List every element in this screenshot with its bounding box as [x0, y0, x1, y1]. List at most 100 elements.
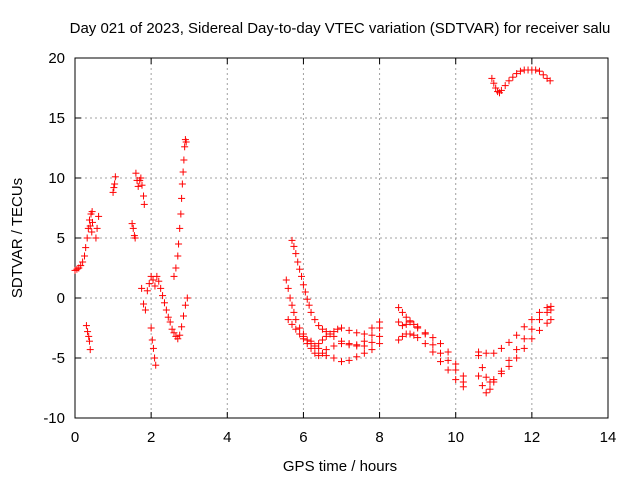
data-point — [520, 323, 528, 331]
data-point — [509, 73, 517, 81]
x-tick-label: 14 — [600, 429, 617, 446]
data-point — [410, 320, 418, 328]
data-point — [338, 324, 345, 332]
data-point — [79, 258, 87, 266]
data-points — [71, 66, 555, 397]
data-point — [292, 250, 300, 258]
data-point — [330, 354, 338, 362]
data-point — [322, 328, 330, 336]
data-point — [475, 372, 483, 380]
data-point — [153, 272, 161, 280]
data-point — [88, 228, 96, 236]
data-point — [444, 356, 452, 364]
data-point — [368, 331, 376, 339]
data-point — [294, 258, 302, 266]
data-point — [151, 354, 159, 362]
data-point — [547, 316, 555, 324]
data-point — [176, 224, 184, 232]
data-point — [360, 349, 368, 357]
data-point — [296, 265, 304, 273]
data-point — [539, 71, 547, 79]
data-point — [89, 218, 97, 226]
data-point — [353, 329, 361, 337]
x-tick-label: 12 — [524, 429, 541, 446]
data-point — [299, 281, 307, 289]
y-tick-label: -5 — [52, 350, 65, 367]
data-point — [282, 276, 290, 284]
data-point — [109, 188, 117, 196]
data-point — [535, 308, 543, 316]
data-point — [174, 252, 182, 260]
data-point — [149, 276, 157, 284]
data-point — [322, 352, 330, 360]
data-point — [546, 77, 554, 85]
data-point — [73, 265, 81, 273]
data-point — [82, 244, 90, 252]
data-point — [140, 300, 148, 308]
data-point — [513, 70, 521, 78]
data-point — [421, 340, 429, 348]
data-point — [318, 325, 326, 333]
data-point — [368, 346, 376, 354]
data-point — [159, 292, 167, 300]
data-point — [532, 66, 540, 74]
grid-lines — [75, 58, 608, 418]
data-point — [497, 367, 505, 375]
data-point — [497, 86, 505, 94]
data-point — [137, 174, 145, 182]
data-point — [488, 74, 496, 82]
data-point — [290, 308, 298, 316]
data-point — [305, 301, 313, 309]
data-point — [180, 312, 188, 320]
data-point — [88, 208, 96, 216]
data-point — [360, 342, 368, 350]
data-point — [402, 313, 410, 321]
data-point — [311, 342, 319, 350]
data-point — [149, 344, 157, 352]
data-point — [152, 361, 160, 369]
data-point — [111, 180, 119, 188]
data-point — [145, 280, 153, 288]
data-point — [82, 322, 90, 330]
data-point — [505, 338, 513, 346]
data-point — [528, 335, 536, 343]
data-point — [338, 358, 345, 366]
data-point — [326, 330, 334, 338]
data-point — [494, 88, 502, 96]
data-point — [311, 316, 319, 324]
data-point — [353, 341, 361, 349]
data-point — [452, 376, 460, 384]
data-point — [180, 156, 188, 164]
y-axis-label: SDTVAR / TECUs — [9, 178, 26, 298]
data-point — [303, 295, 311, 303]
data-point — [311, 349, 319, 357]
y-tick-label: 0 — [57, 290, 65, 307]
y-tick-label: -10 — [43, 410, 65, 427]
y-tick-label: 20 — [48, 50, 65, 67]
data-point — [315, 352, 323, 360]
data-point — [459, 378, 467, 386]
y-tick-label: 10 — [48, 170, 65, 187]
data-point — [170, 272, 178, 280]
data-point — [478, 382, 486, 390]
data-point — [81, 252, 89, 260]
data-point — [360, 330, 368, 338]
data-point — [353, 353, 361, 361]
data-point — [520, 335, 528, 343]
data-point — [492, 84, 500, 92]
data-point — [398, 308, 406, 316]
data-point — [92, 234, 100, 242]
data-point — [516, 67, 524, 75]
x-tick-label: 0 — [71, 429, 79, 446]
data-point — [486, 385, 494, 393]
data-point — [482, 349, 490, 357]
x-axis-label: GPS time / hours — [283, 458, 397, 475]
data-point — [475, 348, 483, 356]
data-point — [170, 329, 178, 337]
data-point — [528, 316, 536, 324]
chart-title: Day 021 of 2023, Sidereal Day-to-day VTE… — [70, 20, 611, 37]
data-point — [406, 330, 414, 338]
data-point — [376, 318, 384, 326]
data-point — [174, 335, 182, 343]
data-point — [179, 168, 187, 176]
